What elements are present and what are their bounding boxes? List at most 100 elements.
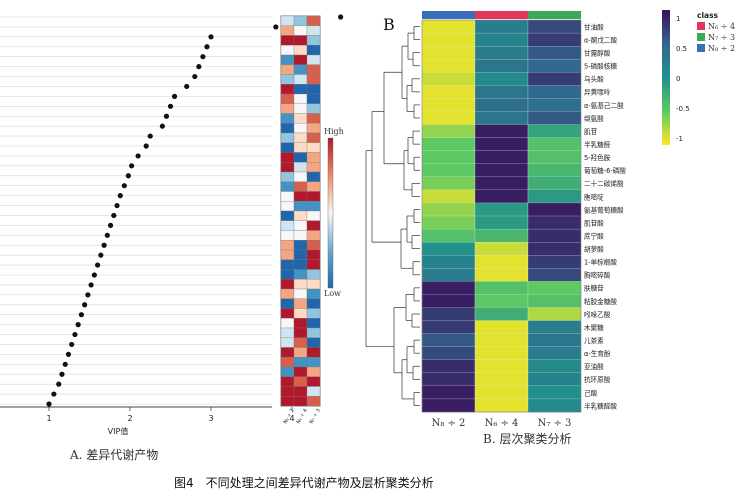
vip-strip-cell [306,240,321,251]
vip-strip-cell [293,54,308,65]
vip-strip-cell [306,357,321,368]
vip-strip-cell [306,230,321,241]
vip-strip-cell [306,210,321,221]
vip-strip-cell [280,15,295,26]
vip-strip-cell [293,240,308,251]
vip-point [65,351,72,357]
vip-point [171,93,178,99]
vip-point [56,381,62,387]
vip-point [78,312,84,318]
vip-strip-cell [293,191,308,202]
vip-point [135,153,141,159]
vip-strip-cell [280,54,295,65]
vip-point [62,361,68,367]
vip-strip-cell [306,93,321,104]
heatmap-cell [527,320,582,335]
heatmap-cell [527,215,582,230]
class-legend: N₆ ÷ 4 N₇ ÷ 3 N₈ ÷ 2 [697,22,735,53]
heatmap-cell [474,202,529,217]
vip-strip-cell [306,15,321,26]
vip-strip-cell [280,123,295,134]
colorbar-tick-label: -1 [676,135,683,143]
heatmap-cell [527,385,582,400]
vip-strip-cell [293,386,308,397]
heatmap-row-label: 儿茶素 [584,336,604,345]
heatmap-cell [474,72,529,86]
heatmap-cell [527,398,582,413]
vip-strip-cell [306,279,321,290]
panel-a-caption: A. 差异代谢产物 [69,447,158,462]
vip-strip-cell [293,279,308,290]
heatmap-cell [421,163,476,178]
heatmap-cell [421,59,476,73]
heatmap-cell [421,281,476,295]
heatmap-cell [527,72,582,86]
vip-strip-cell [280,396,295,407]
heatmap-cell [527,46,582,60]
heatmap-row-label: 二十二碳烯酸 [584,179,624,188]
vip-strip-cell [293,113,308,124]
heatmap-cell [421,307,476,321]
vip-strip-cell [280,386,295,397]
class-annotation-bar [422,11,581,19]
heatmap-cells [421,19,582,413]
vip-strip-cell [293,162,308,173]
heatmap-column-label: N₇ ÷ 3 [538,418,572,429]
vip-strip-column-labels: N₈ ÷ 2 N₆ ÷ 4 N₇ ÷ 3 [283,408,322,425]
heatmap-cell [421,85,476,99]
vip-strip-cell [293,298,308,309]
heatmap-cell [474,372,529,387]
heatmap-cell [474,242,529,256]
heatmap-cell [474,320,529,335]
vip-strip-cell [306,220,321,231]
heatmap-row-label: 胸嘧碎酸 [584,271,611,280]
vip-strip-cell [306,54,321,65]
vip-strip-cell [280,152,295,163]
heatmap-row-label: 粘胶金糖酸 [584,297,617,306]
vip-x-axis-label: VIP值 [108,426,129,436]
heatmap-cell [421,176,476,191]
heatmap-cell [527,202,582,217]
heatmap-cell [421,294,476,308]
vip-strip-cell [293,152,308,163]
heatmap-row-label: 肌苷酸 [584,218,604,227]
vip-strip-cell [293,84,308,95]
heatmap-frame [421,19,582,413]
heatmap-row-label: 氨基葡萄糖酸 [584,205,624,214]
vip-strip-cell [293,201,308,212]
class-bar-segment [528,11,581,19]
vip-strip-cell [293,396,308,407]
heatmap-cell [474,255,529,269]
vip-strip-cell [306,201,321,212]
vip-point [104,232,110,238]
heatmap-cell [527,163,582,178]
heatmap-cell [474,124,529,139]
heatmap-cell [474,163,529,178]
heatmap-cell [527,111,582,125]
vip-strip-cell [306,327,321,338]
vip-strip-cell [293,327,308,338]
heatmap-cell [527,307,582,321]
heatmap-cell [474,85,529,99]
vip-strip-cell [293,269,308,280]
vip-strip-cell [306,64,321,75]
heatmap-cell [421,202,476,217]
heatmap-cell [527,85,582,99]
heatmap-row-label: 吲哚乙酸 [584,310,611,319]
heatmap-column-labels: N₈ ÷ 2 N₆ ÷ 4 N₇ ÷ 3 [432,418,572,429]
colorbar-tick-label: 0.5 [676,45,687,53]
vip-strip-cell [293,308,308,319]
heatmap-cell [474,176,529,191]
vip-point [125,173,131,179]
heatmap-cell [474,98,529,112]
heatmap-cell [474,359,529,374]
vip-point [163,113,170,119]
heatmap-cell [474,59,529,73]
vip-strip-cell [280,337,295,348]
vip-strip-cell [306,386,321,397]
heatmap-row-label: 肤糖苷 [584,284,604,293]
vip-x-ticks: 1 2 3 4 [46,407,295,423]
heatmap-colorbar [662,10,670,145]
